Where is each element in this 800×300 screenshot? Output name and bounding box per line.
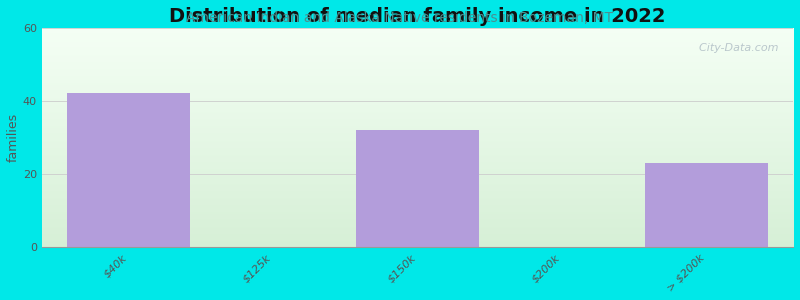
Bar (67, 93, 190, 247)
Bar (645, 163, 768, 247)
Y-axis label: families: families (7, 113, 20, 162)
Text: American Indian and Alaska Native residents in Bozeman, MT: American Indian and Alaska Native reside… (186, 11, 614, 25)
Bar (356, 130, 478, 247)
Text: City-Data.com: City-Data.com (691, 43, 778, 53)
Title: Distribution of median family income in 2022: Distribution of median family income in … (169, 7, 666, 26)
